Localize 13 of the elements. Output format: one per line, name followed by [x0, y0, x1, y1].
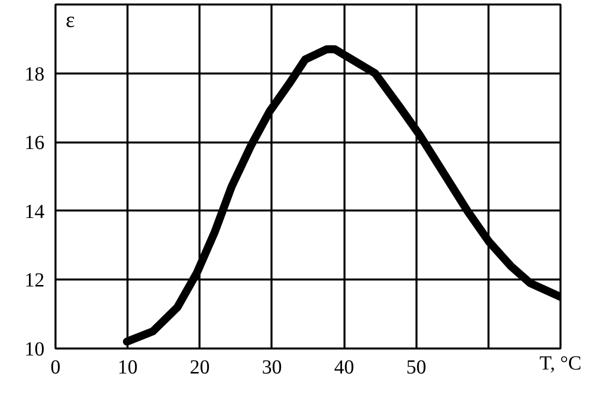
x-tick-label: 0	[50, 356, 60, 378]
y-tick-label: 18	[24, 63, 44, 86]
x-tick-label: 10	[118, 356, 138, 378]
y-tick-label: 16	[24, 132, 44, 154]
x-tick-label: 50	[406, 356, 426, 378]
y-axis-title: ε	[66, 7, 75, 32]
y-tick-label: 10	[24, 338, 44, 360]
x-tick-label: 30	[262, 356, 282, 378]
y-tick-label: 14	[24, 200, 44, 223]
x-axis-title: T, °C	[539, 352, 582, 374]
x-tick-label: 20	[190, 356, 210, 378]
y-tick-label: 12	[24, 270, 44, 292]
x-tick-label: 40	[334, 356, 354, 378]
